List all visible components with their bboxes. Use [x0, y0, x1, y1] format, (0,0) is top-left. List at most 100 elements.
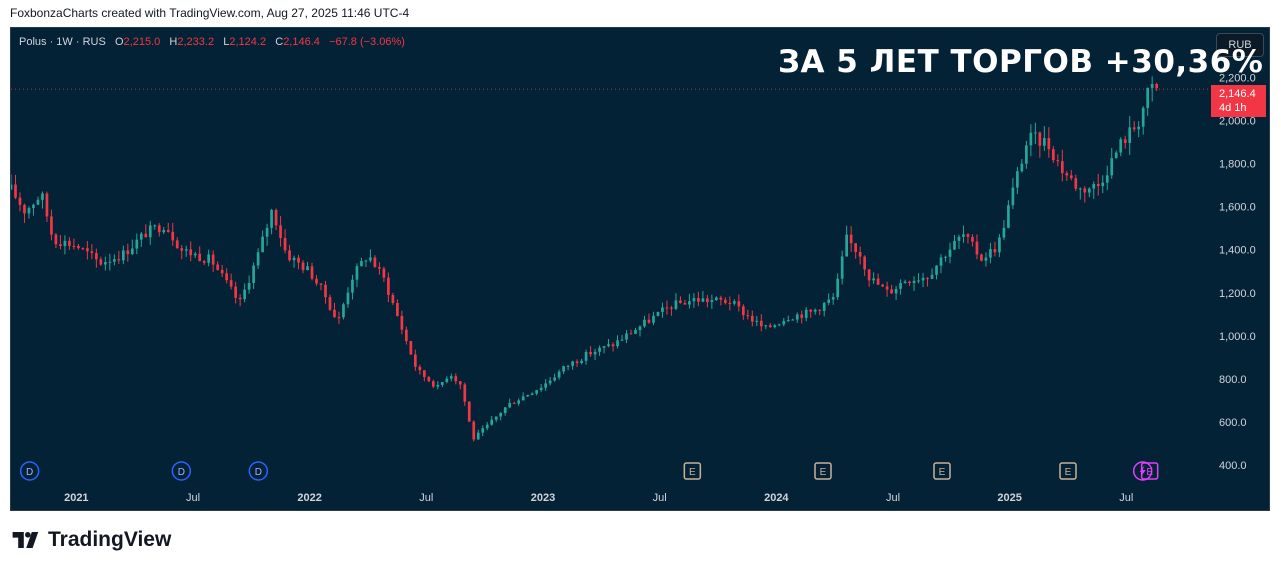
candle-body — [476, 432, 480, 440]
candle-body — [1101, 182, 1105, 187]
candle-body — [494, 416, 498, 420]
candle-body — [957, 236, 961, 241]
candle-body — [692, 298, 696, 302]
candle-body — [867, 269, 871, 281]
high-value: 2,233.2 — [177, 36, 215, 48]
currency-button[interactable]: RUB — [1216, 33, 1264, 57]
candle-body — [548, 380, 552, 384]
tradingview-logo[interactable]: TradingView — [12, 528, 171, 552]
price-axis-label: 1,000.0 — [1219, 331, 1256, 343]
candle-body — [463, 384, 467, 402]
candle-body — [1042, 138, 1046, 146]
candle-body — [252, 265, 255, 284]
candle-body — [1092, 183, 1096, 189]
candle-body — [351, 279, 354, 293]
dividend-marker-label: D — [255, 467, 262, 478]
candle-body — [1051, 149, 1055, 161]
change-value: −67.8 (−3.06%) — [329, 36, 405, 48]
symbol-label[interactable]: Polus · 1W · RUS — [19, 36, 106, 48]
earnings-marker — [1140, 462, 1159, 480]
candle-body — [36, 199, 40, 205]
candle-body — [382, 268, 386, 278]
candle-body — [1038, 132, 1042, 146]
candle-body — [207, 254, 211, 263]
candle-body — [845, 234, 849, 257]
earnings-marker-label: E — [939, 467, 946, 478]
candle-body — [422, 370, 426, 377]
time-axis-label: 2022 — [297, 492, 321, 504]
chart-caption: FoxbonzaCharts created with TradingView.… — [10, 6, 410, 20]
candle-body — [1047, 138, 1051, 150]
headline-annotation: ЗА 5 ЛЕТ ТОРГОВ +30,36% — [778, 44, 1264, 80]
candle-body — [1034, 132, 1037, 134]
candle-body — [301, 262, 305, 271]
candle-body — [566, 365, 570, 367]
candle-body — [319, 283, 323, 285]
candle-body — [346, 292, 350, 305]
candle-body — [409, 341, 413, 355]
candle-body — [387, 277, 390, 295]
candle-body — [773, 325, 777, 328]
earnings-marker-label: E — [1146, 467, 1153, 478]
tradingview-logo-icon — [12, 532, 39, 548]
candle-body — [665, 307, 669, 309]
candle-body — [90, 251, 94, 254]
candle-body — [315, 278, 318, 284]
candle-body — [1007, 205, 1010, 228]
dividend-marker — [19, 461, 40, 481]
candle-body — [1141, 107, 1145, 127]
candle-body — [68, 240, 71, 246]
candle-body — [935, 265, 938, 275]
split-marker — [1132, 461, 1153, 481]
candle-body — [854, 243, 857, 253]
candle-body — [225, 273, 229, 281]
candle-body — [449, 376, 453, 379]
candle-body — [800, 314, 804, 318]
time-axis-label: Jul — [1119, 492, 1133, 504]
candlestick-chart[interactable]: D D D E E E E E 2,200.0 2,000.0 1,800.0 1,600.0 1,4… — [11, 28, 1269, 510]
candle-body — [512, 402, 516, 404]
candle-body — [544, 383, 547, 388]
earnings-marker — [683, 462, 702, 480]
candle-body — [157, 225, 161, 233]
candle-body — [189, 249, 193, 256]
candle-body — [737, 301, 741, 307]
candle-body — [1002, 227, 1006, 238]
candle-body — [746, 315, 750, 317]
candle-body — [993, 249, 997, 253]
candle-body — [243, 289, 246, 300]
candle-body — [333, 309, 336, 318]
price-axis-label: 1,800.0 — [1219, 159, 1256, 171]
candle-body — [481, 428, 485, 433]
candle-body — [602, 346, 606, 348]
candle-body — [764, 325, 768, 327]
candle-body — [683, 303, 687, 305]
candle-body — [283, 238, 287, 251]
candle-body — [638, 326, 642, 331]
price-axis-label: 1,600.0 — [1219, 202, 1256, 214]
candle-body — [18, 197, 22, 205]
low-label: L — [223, 36, 230, 48]
candle-body — [1056, 160, 1060, 162]
earnings-marker — [933, 462, 951, 480]
candle-body — [1020, 163, 1024, 172]
candle-body — [827, 299, 831, 303]
time-axis-label: 2021 — [64, 492, 88, 504]
candle-body — [1096, 183, 1100, 187]
candle-body — [41, 193, 44, 200]
candle-body — [741, 306, 745, 316]
last-price-tag: 2,146.4 4d 1h — [1211, 85, 1266, 117]
candle-body — [858, 252, 862, 257]
price-axis: 2,200.0 2,000.0 1,800.0 1,600.0 1,400.0 1,200… — [1219, 73, 1256, 472]
candle-body — [279, 225, 282, 239]
candle-body — [1119, 139, 1123, 153]
open-value: 2,215.0 — [123, 36, 161, 48]
low-value: 2,124.2 — [229, 36, 267, 48]
candle-body — [355, 266, 359, 280]
earnings-marker-label: E — [689, 467, 696, 478]
candle-body — [966, 234, 970, 237]
candle-body — [32, 204, 35, 209]
chart-area[interactable]: D D D E E E E E 2,200.0 2,000.0 1,800.0 1,600.0 1,4… — [10, 27, 1270, 511]
candle-body — [777, 324, 781, 326]
candle-body — [148, 225, 152, 238]
